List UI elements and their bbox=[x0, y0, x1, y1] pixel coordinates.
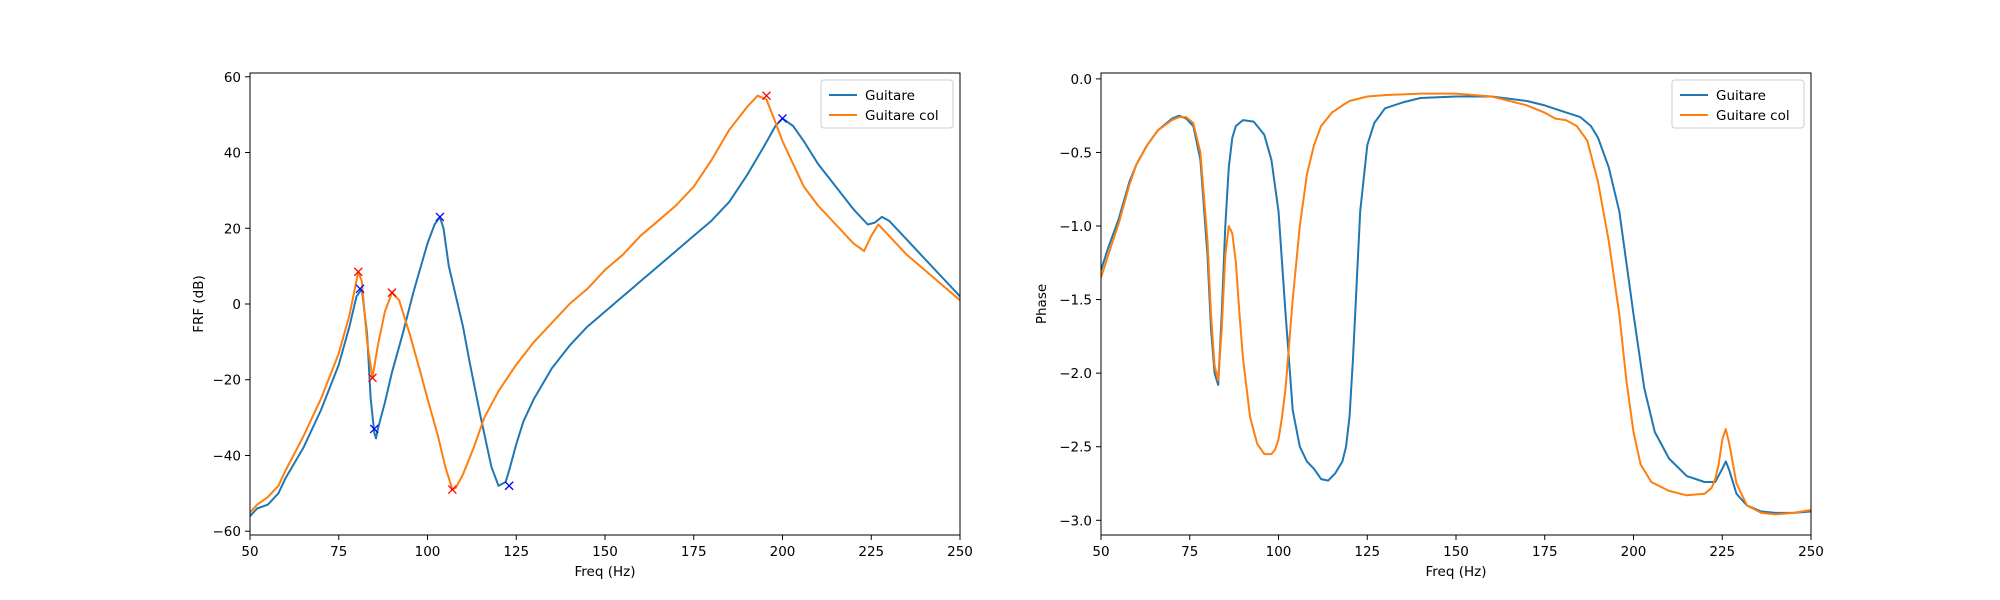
phase-legend-label-guitare-col: Guitare col bbox=[1716, 108, 1790, 124]
frf-series-layer bbox=[250, 94, 960, 518]
frf-peak-marker bbox=[435, 212, 445, 222]
phase-series-guitare-col bbox=[1101, 92, 1811, 516]
frf-x-tick-label: 200 bbox=[770, 544, 796, 560]
frf-y-tick-label: −20 bbox=[213, 373, 242, 389]
frf-legend-label-guitare-col: Guitare col bbox=[865, 108, 939, 124]
phase-y-tick-label: 0.0 bbox=[1071, 72, 1092, 88]
frf-x-tick-label: 150 bbox=[592, 544, 618, 560]
frf-peak-marker bbox=[447, 485, 457, 495]
phase-legend-label-guitare: Guitare bbox=[1716, 88, 1766, 104]
frf-x-tick-label: 50 bbox=[241, 544, 258, 560]
frf-y-ticks: −60 −40 −20 0 20 40 60 bbox=[213, 70, 250, 540]
frf-peak-marker bbox=[355, 284, 365, 294]
frf-x-tick-label: 225 bbox=[858, 544, 884, 560]
phase-legend: Guitare Guitare col bbox=[1671, 79, 1805, 129]
frf-legend-label-guitare: Guitare bbox=[865, 88, 915, 104]
phase-x-tick-label: 150 bbox=[1443, 544, 1469, 560]
frf-y-tick-label: 0 bbox=[232, 297, 241, 313]
frf-y-tick-label: −40 bbox=[213, 448, 242, 464]
frf-y-tick-label: −60 bbox=[213, 524, 242, 540]
frf-y-tick-label: 40 bbox=[224, 146, 241, 162]
phase-y-tick-label: −2.0 bbox=[1059, 366, 1092, 382]
frf-x-tick-label: 125 bbox=[503, 544, 529, 560]
phase-x-tick-label: 100 bbox=[1266, 544, 1292, 560]
frf-x-axis-label: Freq (Hz) bbox=[575, 564, 636, 580]
phase-x-tick-label: 250 bbox=[1798, 544, 1824, 560]
frf-peak-marker bbox=[778, 113, 787, 123]
phase-series-layer bbox=[1101, 92, 1811, 516]
phase-y-ticks: 0.0 −0.5 −1.0 −1.5 −2.0 −2.5 −3.0 bbox=[1059, 72, 1101, 529]
frf-x-ticks: 50 75 100 125 150 175 200 225 250 bbox=[241, 535, 973, 560]
frf-peak-marker bbox=[369, 424, 379, 434]
phase-y-tick-label: −2.5 bbox=[1059, 440, 1092, 456]
frf-legend: Guitare Guitare col bbox=[820, 79, 954, 129]
frf-x-tick-label: 100 bbox=[415, 544, 441, 560]
phase-chart: 50 75 100 125 150 175 200 225 250 0.0 −0.5 −1.0 −1.… bbox=[1034, 72, 1824, 580]
frf-peak-marker bbox=[353, 267, 363, 277]
frf-x-tick-label: 75 bbox=[330, 544, 347, 560]
frf-peak-marker bbox=[762, 91, 771, 101]
phase-x-tick-label: 225 bbox=[1709, 544, 1735, 560]
frf-peak-marker bbox=[387, 288, 397, 298]
phase-y-tick-label: −1.0 bbox=[1059, 219, 1092, 235]
phase-x-tick-label: 75 bbox=[1181, 544, 1198, 560]
phase-x-axis-label: Freq (Hz) bbox=[1426, 564, 1487, 580]
frf-peak-marker bbox=[368, 373, 377, 383]
frf-x-tick-label: 175 bbox=[681, 544, 707, 560]
frf-series-guitare-col bbox=[250, 94, 960, 514]
frf-peak-markers bbox=[353, 91, 787, 495]
phase-x-tick-label: 200 bbox=[1621, 544, 1647, 560]
phase-y-tick-label: −0.5 bbox=[1059, 145, 1092, 161]
phase-x-tick-label: 50 bbox=[1092, 544, 1109, 560]
phase-x-ticks: 50 75 100 125 150 175 200 225 250 bbox=[1092, 535, 1824, 560]
phase-y-tick-label: −3.0 bbox=[1059, 513, 1092, 529]
frf-y-tick-label: 20 bbox=[224, 221, 241, 237]
phase-x-tick-label: 175 bbox=[1532, 544, 1558, 560]
phase-x-tick-label: 125 bbox=[1354, 544, 1380, 560]
frf-chart: 50 75 100 125 150 175 200 225 250 −60 −40 −20 0 20 40… bbox=[191, 70, 973, 580]
phase-y-axis-label: Phase bbox=[1034, 284, 1050, 324]
frf-peak-marker bbox=[504, 481, 514, 491]
phase-y-tick-label: −1.5 bbox=[1059, 293, 1092, 309]
frf-y-axis-label: FRF (dB) bbox=[191, 275, 207, 333]
frf-y-tick-label: 60 bbox=[224, 70, 241, 86]
frf-x-tick-label: 250 bbox=[947, 544, 973, 560]
